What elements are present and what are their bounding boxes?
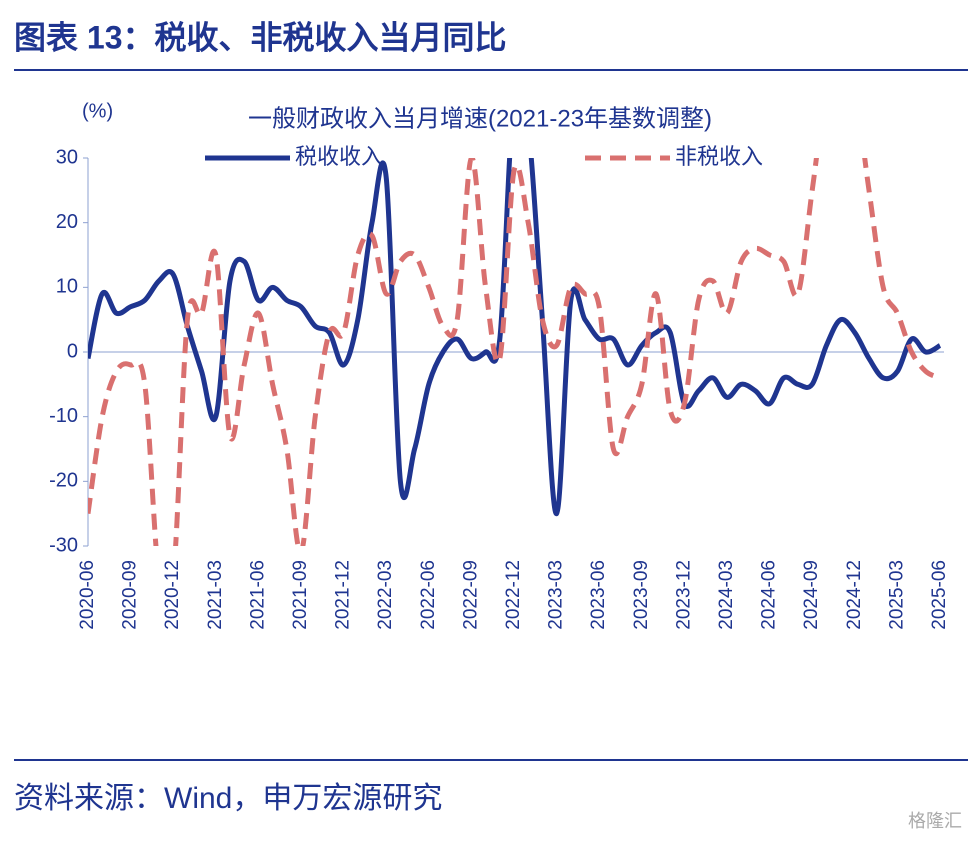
series-line <box>88 158 942 546</box>
series-group <box>88 158 942 546</box>
watermark: 格隆汇 <box>908 811 962 831</box>
x-tick-label: 2024-06 <box>759 560 780 630</box>
x-tick-label: 2021-12 <box>333 560 354 630</box>
x-tick-label: 2021-06 <box>247 560 268 630</box>
x-tick-label: 2020-09 <box>120 560 141 630</box>
legend-label: 税收收入 <box>295 144 383 169</box>
x-tick-label: 2022-06 <box>418 560 439 630</box>
y-tick-label: -10 <box>49 405 78 427</box>
y-tick-label: -20 <box>49 470 78 492</box>
legend-label: 非税收入 <box>675 144 763 169</box>
x-tick-label: 2020-12 <box>162 560 183 630</box>
x-tick-label: 2023-09 <box>631 560 652 630</box>
page-title: 图表 13：税收、非税收入当月同比 <box>14 19 507 55</box>
x-tick-label: 2020-06 <box>77 560 98 630</box>
x-tick-label: 2021-03 <box>205 560 226 630</box>
x-tick-label: 2023-12 <box>673 560 694 630</box>
y-tick-label: 20 <box>56 211 78 233</box>
x-tick-label: 2024-12 <box>844 560 865 630</box>
x-tick-label: 2024-09 <box>801 560 822 630</box>
series-line <box>88 158 942 517</box>
x-tick-label: 2022-12 <box>503 560 524 630</box>
y-tick-label: 30 <box>56 146 78 168</box>
x-tick-label: 2025-06 <box>929 560 950 630</box>
x-tick-label: 2021-09 <box>290 560 311 630</box>
x-tick-label: 2022-09 <box>460 560 481 630</box>
y-tick-label: -30 <box>49 534 78 556</box>
y-axis-label: (%) <box>82 100 113 122</box>
x-tick-label: 2025-03 <box>886 560 907 630</box>
x-tick-label: 2023-06 <box>588 560 609 630</box>
x-tick-label: 2022-03 <box>375 560 396 630</box>
y-tick-label: 10 <box>56 276 78 298</box>
source: 资料来源：Wind，申万宏源研究 <box>14 782 442 815</box>
x-tick-label: 2024-03 <box>716 560 737 630</box>
y-tick-label: 0 <box>67 340 78 362</box>
chart-title: 一般财政收入当月增速(2021-23年基数调整) <box>248 105 712 132</box>
plot: -30 -20 -10 0 10 20 30 2020-06 2020-09 2020-12 202… <box>49 144 950 630</box>
x-tick-label: 2023-03 <box>546 560 567 630</box>
